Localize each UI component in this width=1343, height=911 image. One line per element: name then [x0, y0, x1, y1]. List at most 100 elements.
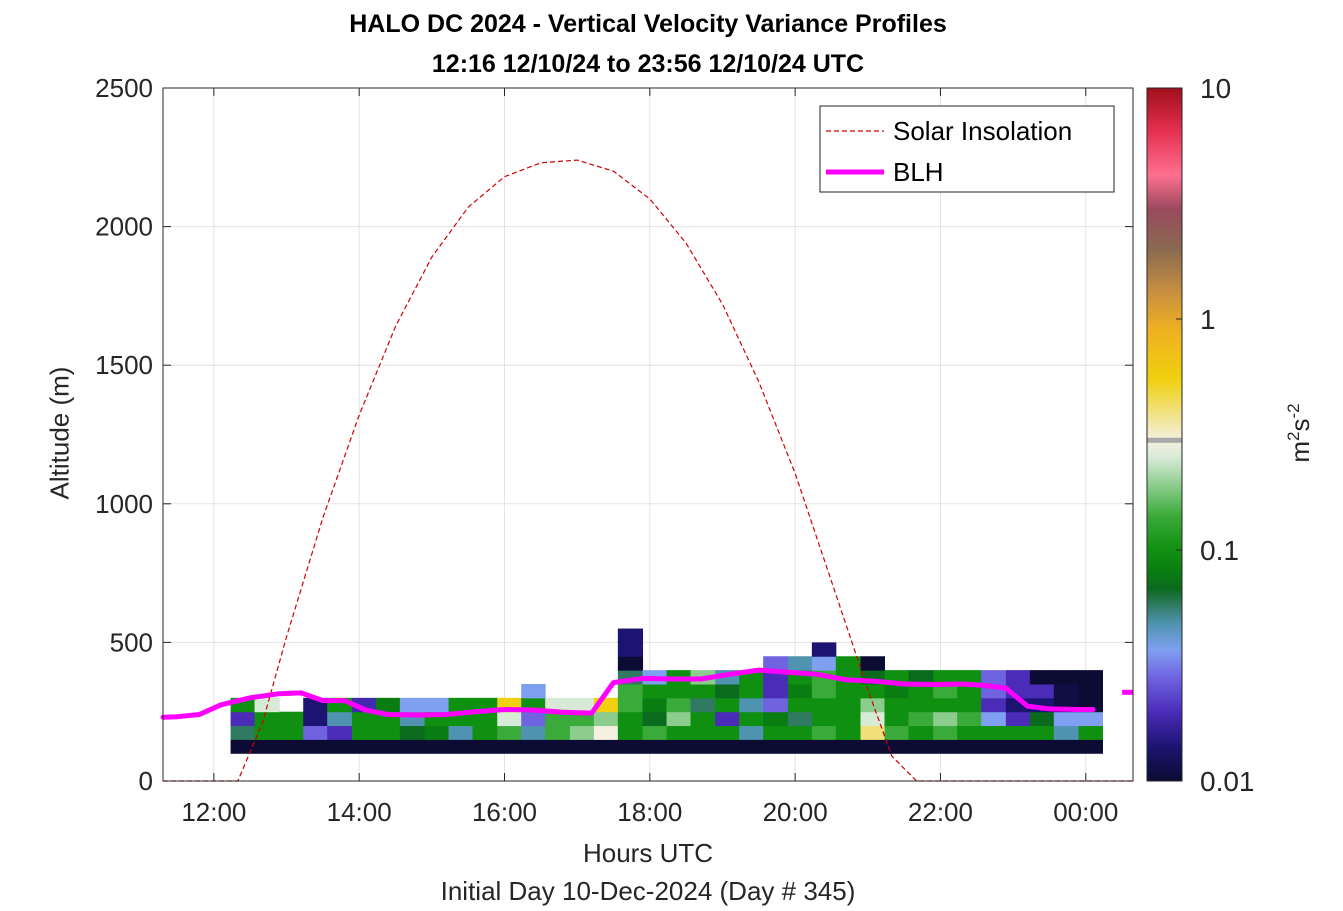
heatmap-cell [690, 683, 716, 699]
heatmap-cell [787, 697, 813, 713]
colorbar-reference-band [1147, 437, 1182, 443]
heatmap-cell [787, 683, 813, 699]
heatmap-cell [835, 656, 862, 671]
series-lines [160, 159, 1133, 782]
heatmap-cell [472, 739, 498, 754]
heatmap-cell [1053, 739, 1080, 754]
heatmap-cell [351, 711, 377, 727]
heatmap-cell [642, 683, 668, 699]
heatmap-cell [424, 697, 450, 713]
heatmap-cell [957, 670, 982, 685]
heatmap-cell [666, 725, 692, 740]
heatmap-cell [715, 725, 740, 740]
heatmap-cell [835, 697, 862, 713]
y-tick-label: 2500 [95, 73, 153, 103]
heatmap-cell [1005, 670, 1031, 685]
heatmap-cell [1029, 725, 1055, 740]
heatmap-cell [860, 683, 886, 699]
variance-heatmap [230, 628, 1103, 754]
heatmap-cell [884, 697, 909, 713]
heatmap-cell [787, 725, 813, 740]
heatmap-cell [811, 725, 837, 740]
x-axis-label: Hours UTC [582, 838, 713, 868]
heatmap-cell [1029, 711, 1055, 727]
heatmap-cell [279, 711, 304, 727]
heatmap-cell [884, 739, 909, 754]
x-tick-label: 00:00 [1053, 797, 1118, 827]
heatmap-cell [569, 697, 595, 713]
heatmap-cell [884, 683, 909, 699]
heatmap-cell [617, 642, 644, 657]
heatmap-cell [399, 725, 426, 740]
heatmap-cell [1078, 683, 1103, 699]
colorbar: 0.01 0.1 1 10 [1146, 73, 1255, 797]
heatmap-cell [860, 711, 886, 727]
heatmap-cell [1053, 683, 1080, 699]
heatmap-cell [617, 628, 644, 643]
heatmap-cell [690, 711, 716, 727]
legend-blh-label: BLH [893, 157, 944, 187]
heatmap-cell [1005, 725, 1031, 740]
heatmap-cell [666, 697, 692, 713]
heatmap-cell [981, 725, 1007, 740]
heatmap-cell [690, 725, 716, 740]
heatmap-cell [617, 683, 644, 699]
heatmap-cell [1053, 711, 1080, 727]
heatmap-cell [642, 697, 668, 713]
heatmap-cell [957, 711, 982, 727]
heatmap-cell [448, 725, 474, 740]
heatmap-cell [666, 739, 692, 754]
heatmap-cell [715, 697, 740, 713]
heatmap-cell [593, 725, 619, 740]
chart-subtitle: 12:16 12/10/24 to 23:56 12/10/24 UTC [431, 50, 865, 78]
y-tick-label: 500 [110, 627, 153, 657]
heatmap-cell [254, 739, 280, 754]
heatmap-cell [981, 670, 1007, 685]
heatmap-cell [739, 711, 764, 727]
solar-insolation-line [163, 159, 1133, 782]
heatmap-cell [933, 739, 958, 754]
heatmap-cell [933, 725, 958, 740]
heatmap-cell [327, 711, 353, 727]
heatmap-cell [375, 697, 401, 713]
heatmap-cell [617, 697, 644, 713]
heatmap-cell [739, 697, 764, 713]
heatmap-cell [835, 711, 862, 727]
y-tick-label: 0 [139, 766, 153, 796]
heatmap-cell [715, 739, 740, 754]
legend-solar-label: Solar Insolation [893, 116, 1072, 146]
heatmap-cell [933, 697, 958, 713]
heatmap-cell [933, 711, 958, 727]
x-tick-label: 16:00 [472, 797, 537, 827]
colorbar-tick-label: 10 [1200, 73, 1231, 104]
heatmap-cell [715, 683, 740, 699]
heatmap-cell [593, 711, 619, 727]
heatmap-cell [811, 683, 837, 699]
heatmap-cell [399, 697, 426, 713]
heatmap-cell [811, 739, 837, 754]
heatmap-cell [303, 739, 328, 754]
heatmap-cell [230, 725, 256, 740]
heatmap-cell [763, 725, 789, 740]
heatmap-cell [763, 739, 789, 754]
heatmap-cell [448, 739, 474, 754]
colorbar-frame [1146, 87, 1183, 782]
heatmap-cell [545, 697, 571, 713]
heatmap-cell [472, 725, 498, 740]
heatmap-cell [908, 683, 934, 699]
heatmap-cell [497, 711, 522, 727]
heatmap-cell [763, 697, 789, 713]
colorbar-tick-label: 0.01 [1200, 766, 1255, 797]
heatmap-cell [957, 739, 982, 754]
heatmap-cell [303, 725, 328, 740]
colorbar-fill [1147, 88, 1182, 781]
heatmap-cell [351, 739, 377, 754]
x-tick-label: 12:00 [181, 797, 246, 827]
y-axis-label: Altitude (m) [44, 366, 75, 500]
heatmap-cell [739, 683, 764, 699]
heatmap-cell [860, 739, 886, 754]
heatmap-cell [763, 656, 789, 671]
heatmap-cell [981, 739, 1007, 754]
heatmap-cell [327, 725, 353, 740]
